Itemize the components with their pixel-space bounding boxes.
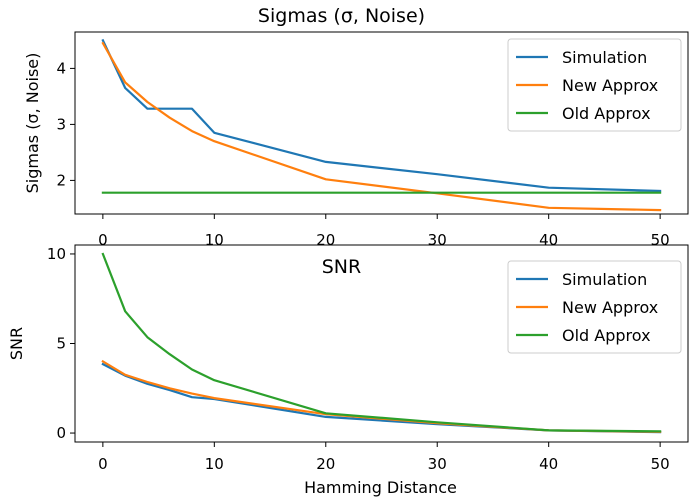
legend-label: Old Approx	[562, 104, 651, 123]
legend-label: New Approx	[562, 76, 658, 95]
legend: Simulation New Approx Old Approx	[507, 260, 682, 354]
x-tick-label: 20	[316, 455, 335, 473]
legend-label: Simulation	[562, 270, 647, 289]
x-tick-label: 40	[539, 231, 558, 249]
subplot-1: 0 10 20 30 40 50 2 3 4 Sigmas (σ, Noise) Sigmas (σ…	[23, 5, 689, 249]
legend-label: Old Approx	[562, 326, 651, 345]
y-tick-label: 5	[56, 335, 66, 353]
y-tick-label: 10	[47, 245, 66, 263]
plot-frame	[74, 31, 689, 215]
x-tick-label: 50	[651, 231, 670, 249]
y-axis-label: Sigmas (σ, Noise)	[23, 53, 42, 194]
x-tick-label: 0	[98, 455, 108, 473]
x-tick-label: 20	[316, 231, 335, 249]
x-tick-label: 0	[98, 231, 108, 249]
y-axis-label: SNR	[7, 327, 26, 360]
y-tick-label: 2	[56, 171, 66, 189]
x-tick-label: 10	[205, 231, 224, 249]
series-line-old-approx	[101, 252, 662, 433]
legend-label: New Approx	[562, 298, 658, 317]
chart-title: SNR	[322, 256, 361, 278]
legend-label: Simulation	[562, 48, 647, 67]
x-tick-label: 10	[205, 455, 224, 473]
y-tick-label: 4	[56, 59, 66, 77]
legend-box	[507, 260, 682, 354]
legend: Simulation New Approx Old Approx	[507, 38, 682, 132]
x-tick-label: 50	[651, 455, 670, 473]
x-tick-label: 30	[428, 455, 447, 473]
series-line-simulation	[101, 362, 662, 434]
legend-box	[507, 38, 682, 132]
x-tick-label: 30	[428, 231, 447, 249]
x-axis-label: Hamming Distance	[304, 478, 457, 497]
series-line-simulation	[101, 38, 662, 193]
x-tick-label: 40	[539, 455, 558, 473]
subplot-2: 0 10 20 30 40 50 0 5 10 SNR SNR Hamming Distance Sim…	[7, 244, 689, 497]
series-line-new-approx	[101, 41, 662, 212]
y-tick-label: 0	[56, 424, 66, 442]
y-tick-label: 3	[56, 115, 66, 133]
chart-title: Sigmas (σ, Noise)	[258, 5, 425, 27]
